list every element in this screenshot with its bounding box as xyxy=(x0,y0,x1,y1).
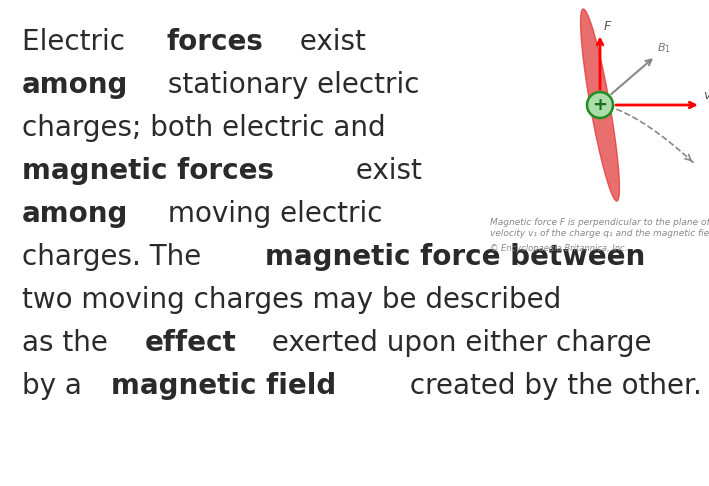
Text: forces: forces xyxy=(167,28,263,56)
Polygon shape xyxy=(581,9,620,201)
Text: charges; both electric and: charges; both electric and xyxy=(22,114,386,142)
Text: as the: as the xyxy=(22,329,117,357)
Text: exerted upon either charge: exerted upon either charge xyxy=(262,329,651,357)
Circle shape xyxy=(587,92,613,118)
Text: magnetic field: magnetic field xyxy=(111,372,336,400)
Text: magnetic forces: magnetic forces xyxy=(22,157,274,185)
Text: two moving charges may be described: two moving charges may be described xyxy=(22,286,562,314)
Text: Magnetic force F is perpendicular to the plane of the: Magnetic force F is perpendicular to the… xyxy=(490,218,709,227)
Text: among: among xyxy=(22,200,128,228)
Text: $v_1$: $v_1$ xyxy=(703,91,709,104)
Text: exist: exist xyxy=(291,28,367,56)
Text: among: among xyxy=(22,71,128,99)
Text: © Encyclopaedia Britannica, Inc.: © Encyclopaedia Britannica, Inc. xyxy=(490,244,627,253)
Text: magnetic force between: magnetic force between xyxy=(264,243,645,271)
Text: +: + xyxy=(593,96,608,114)
Text: exist: exist xyxy=(347,157,422,185)
Text: moving electric: moving electric xyxy=(160,200,383,228)
Text: $F$: $F$ xyxy=(603,20,613,33)
Text: Electric: Electric xyxy=(22,28,134,56)
Text: by a: by a xyxy=(22,372,91,400)
Text: effect: effect xyxy=(144,329,236,357)
Text: velocity v₁ of the charge q₁ and the magnetic field B₁.: velocity v₁ of the charge q₁ and the mag… xyxy=(490,229,709,238)
Text: stationary electric: stationary electric xyxy=(160,71,420,99)
Text: $B_1$: $B_1$ xyxy=(657,42,671,55)
Text: created by the other.: created by the other. xyxy=(401,372,702,400)
Text: charges. The: charges. The xyxy=(22,243,210,271)
